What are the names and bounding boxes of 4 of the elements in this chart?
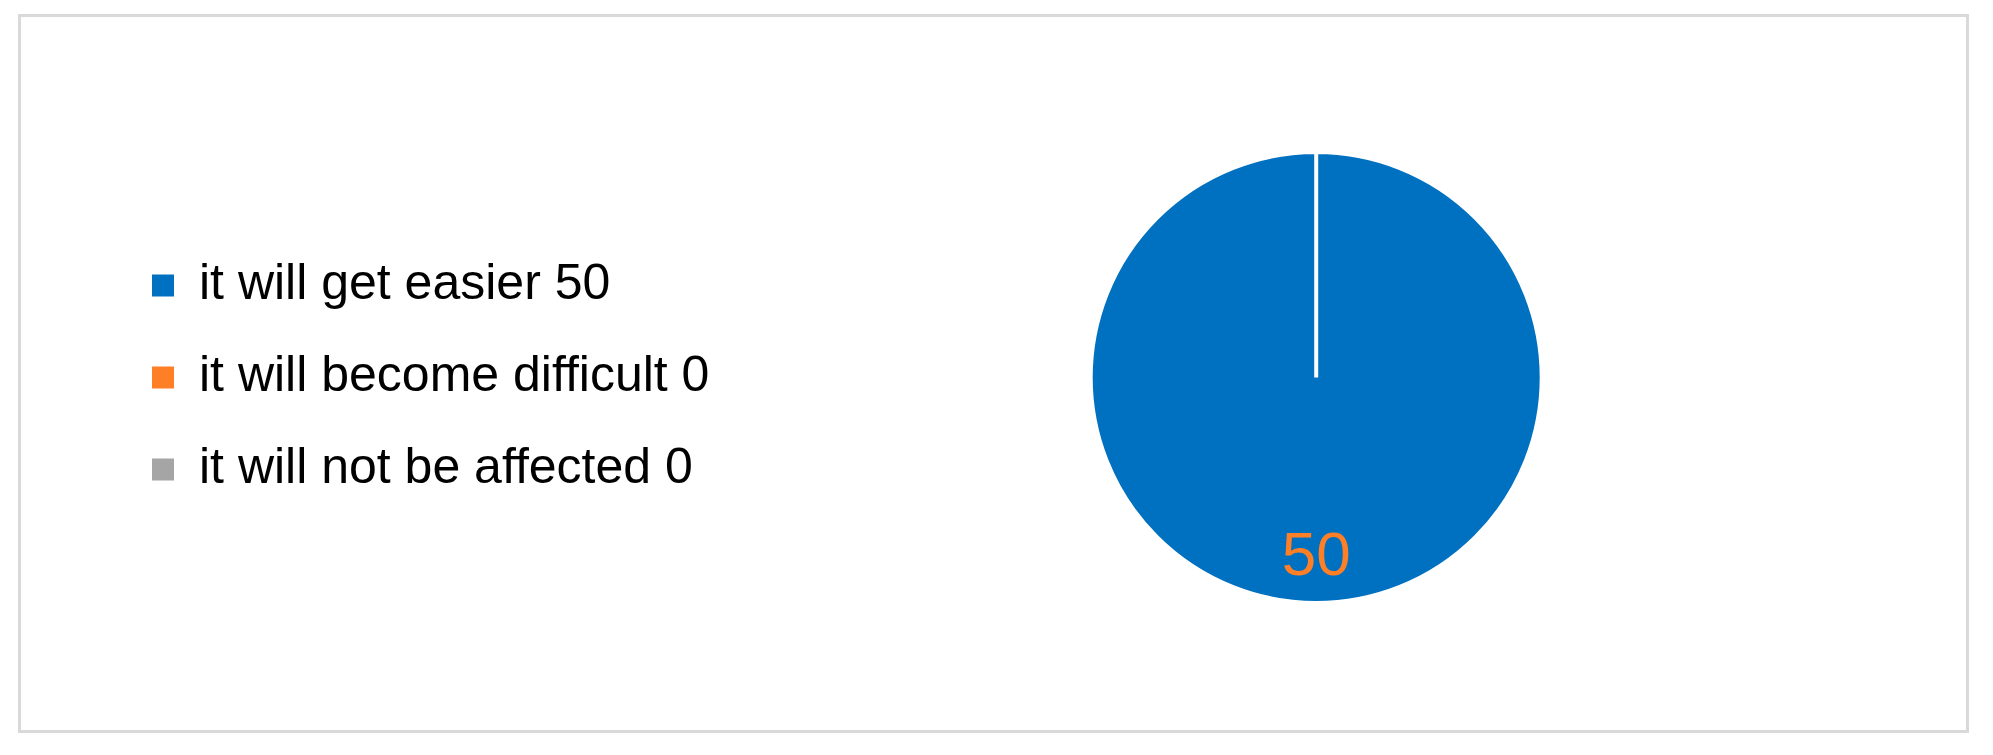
legend-label: it will get easier 50	[199, 254, 611, 311]
data-label: 50	[1281, 518, 1351, 588]
legend-label: it will become difficult 0	[199, 346, 710, 403]
legend-label: it will not be affected 0	[199, 438, 693, 495]
